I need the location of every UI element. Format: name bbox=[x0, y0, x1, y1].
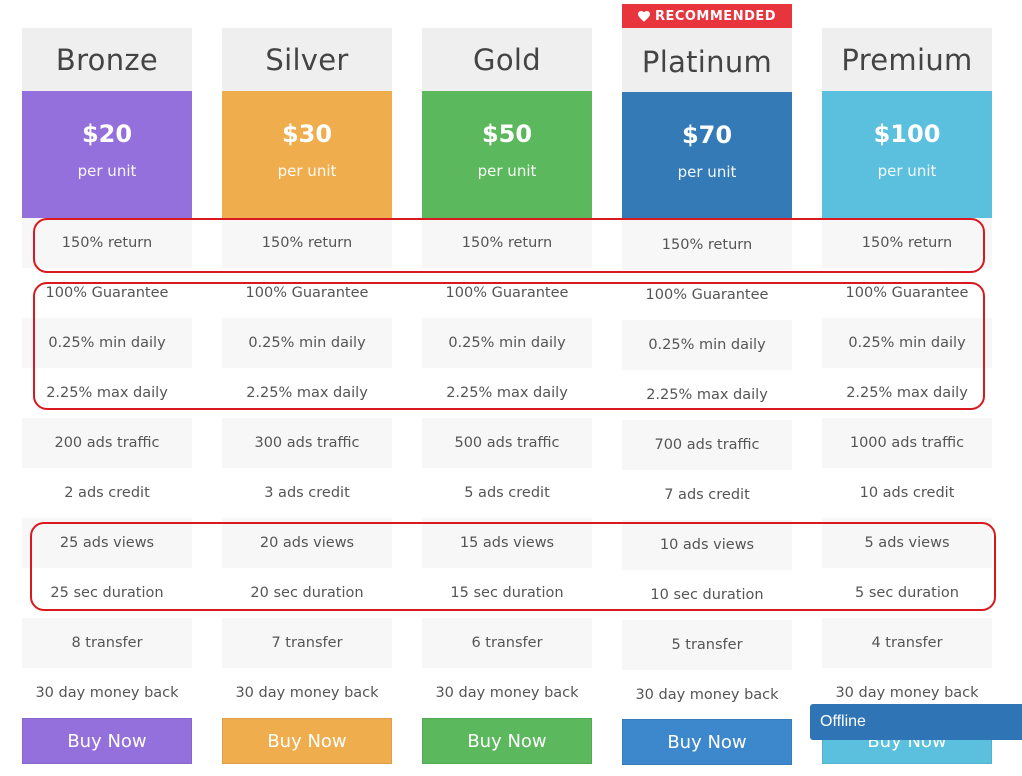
plan-column-silver: Silver $30 per unit 150% return 100% Gua… bbox=[222, 28, 392, 764]
plan-name: Platinum bbox=[622, 28, 792, 92]
feature-min-daily: 0.25% min daily bbox=[422, 318, 592, 368]
plan-price: $50 bbox=[481, 119, 533, 148]
feature-ads-traffic: 200 ads traffic bbox=[22, 418, 192, 468]
plan-name: Gold bbox=[422, 28, 592, 91]
feature-duration: 5 sec duration bbox=[855, 585, 959, 601]
plan-column-premium: Premium $100 per unit 150% return 100% G… bbox=[822, 28, 992, 764]
feature-max-daily: 2.25% max daily bbox=[846, 385, 968, 401]
feature-transfer: 8 transfer bbox=[22, 618, 192, 668]
feature-min-daily: 0.25% min daily bbox=[222, 318, 392, 368]
feature-max-daily: 2.25% max daily bbox=[646, 387, 768, 403]
feature-ads-credit: 3 ads credit bbox=[264, 485, 350, 501]
feature-ads-traffic: 1000 ads traffic bbox=[822, 418, 992, 468]
heart-icon bbox=[637, 11, 650, 22]
feature-money-back: 30 day money back bbox=[435, 685, 579, 701]
feature-min-daily: 0.25% min daily bbox=[822, 318, 992, 368]
feature-duration: 15 sec duration bbox=[450, 585, 564, 601]
price-box: $20 per unit bbox=[22, 91, 192, 218]
price-unit: per unit bbox=[277, 161, 337, 180]
feature-transfer: 5 transfer bbox=[622, 620, 792, 670]
feature-max-daily: 2.25% max daily bbox=[246, 385, 368, 401]
feature-return: 150% return bbox=[22, 218, 192, 268]
feature-return: 150% return bbox=[222, 218, 392, 268]
plan-column-bronze: Bronze $20 per unit 150% return 100% Gua… bbox=[22, 28, 192, 764]
feature-guarantee: 100% Guarantee bbox=[45, 285, 169, 301]
feature-ads-credit: 7 ads credit bbox=[664, 487, 750, 503]
feature-money-back: 30 day money back bbox=[635, 687, 779, 703]
feature-max-daily: 2.25% max daily bbox=[446, 385, 568, 401]
feature-transfer: 6 transfer bbox=[422, 618, 592, 668]
price-box: $70 per unit bbox=[622, 92, 792, 219]
price-unit: per unit bbox=[77, 161, 137, 180]
buy-now-button[interactable]: Buy Now bbox=[222, 718, 392, 764]
chat-offline-widget[interactable]: Offline bbox=[810, 704, 1022, 740]
price-box: $100 per unit bbox=[822, 91, 992, 218]
price-unit: per unit bbox=[477, 161, 537, 180]
feature-ads-traffic: 700 ads traffic bbox=[622, 420, 792, 470]
recommended-label: RECOMMENDED bbox=[654, 9, 777, 24]
price-unit: per unit bbox=[877, 161, 937, 180]
feature-return: 150% return bbox=[422, 218, 592, 268]
price-box: $30 per unit bbox=[222, 91, 392, 218]
feature-money-back: 30 day money back bbox=[35, 685, 179, 701]
feature-ads-views: 15 ads views bbox=[422, 518, 592, 568]
feature-money-back: 30 day money back bbox=[835, 685, 979, 701]
price-unit: per unit bbox=[677, 162, 737, 181]
feature-ads-credit: 10 ads credit bbox=[859, 485, 955, 501]
feature-duration: 10 sec duration bbox=[650, 587, 764, 603]
feature-min-daily: 0.25% min daily bbox=[22, 318, 192, 368]
feature-ads-credit: 2 ads credit bbox=[64, 485, 150, 501]
feature-duration: 20 sec duration bbox=[250, 585, 364, 601]
feature-ads-views: 5 ads views bbox=[822, 518, 992, 568]
plan-price: $30 bbox=[281, 119, 333, 148]
plan-column-platinum: Platinum $70 per unit 150% return 100% G… bbox=[622, 28, 792, 765]
feature-return: 150% return bbox=[822, 218, 992, 268]
feature-guarantee: 100% Guarantee bbox=[845, 285, 969, 301]
feature-guarantee: 100% Guarantee bbox=[245, 285, 369, 301]
feature-guarantee: 100% Guarantee bbox=[445, 285, 569, 301]
plan-price: $100 bbox=[873, 119, 941, 148]
recommended-badge: RECOMMENDED bbox=[622, 4, 792, 29]
feature-guarantee: 100% Guarantee bbox=[645, 287, 769, 303]
feature-transfer: 4 transfer bbox=[822, 618, 992, 668]
plan-name: Premium bbox=[822, 28, 992, 91]
feature-duration: 25 sec duration bbox=[50, 585, 164, 601]
feature-ads-traffic: 300 ads traffic bbox=[222, 418, 392, 468]
feature-max-daily: 2.25% max daily bbox=[46, 385, 168, 401]
plan-name: Bronze bbox=[22, 28, 192, 91]
buy-now-button[interactable]: Buy Now bbox=[22, 718, 192, 764]
feature-min-daily: 0.25% min daily bbox=[622, 320, 792, 370]
feature-money-back: 30 day money back bbox=[235, 685, 379, 701]
feature-ads-credit: 5 ads credit bbox=[464, 485, 550, 501]
price-box: $50 per unit bbox=[422, 91, 592, 218]
plan-price: $70 bbox=[681, 120, 733, 149]
feature-ads-views: 25 ads views bbox=[22, 518, 192, 568]
buy-now-button[interactable]: Buy Now bbox=[622, 719, 792, 765]
buy-now-button[interactable]: Buy Now bbox=[422, 718, 592, 764]
feature-return: 150% return bbox=[622, 220, 792, 270]
feature-ads-views: 10 ads views bbox=[622, 520, 792, 570]
plan-column-gold: Gold $50 per unit 150% return 100% Guara… bbox=[422, 28, 592, 764]
feature-ads-traffic: 500 ads traffic bbox=[422, 418, 592, 468]
plan-name: Silver bbox=[222, 28, 392, 91]
plan-price: $20 bbox=[81, 119, 133, 148]
feature-ads-views: 20 ads views bbox=[222, 518, 392, 568]
feature-transfer: 7 transfer bbox=[222, 618, 392, 668]
